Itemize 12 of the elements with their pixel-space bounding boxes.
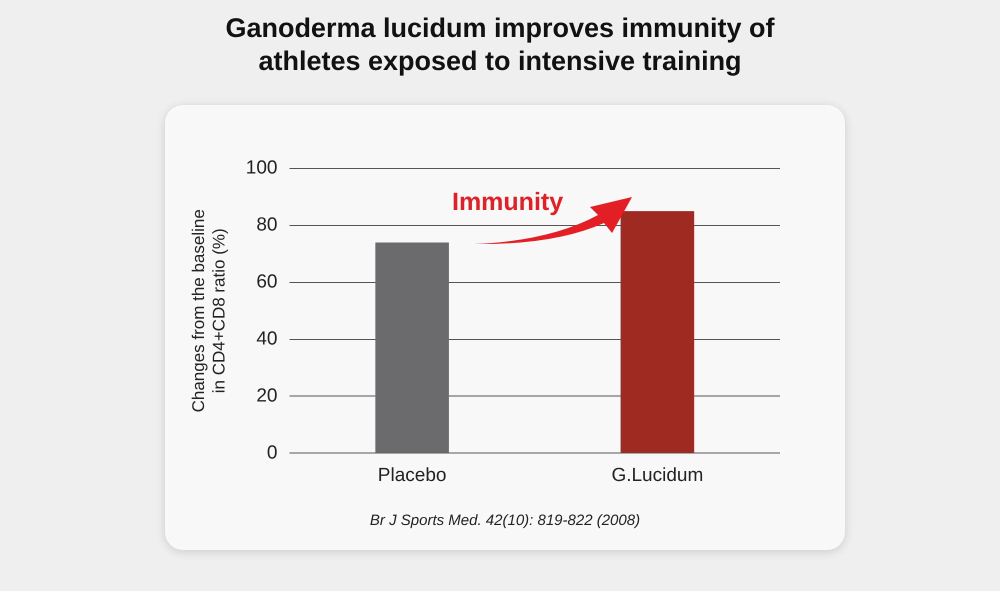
y-axis-title: Changes from the baseline in CD4+CD8 ratio (%) — [188, 209, 228, 412]
x-tick-label: Placebo — [378, 464, 446, 486]
annotation: Immunity — [452, 188, 564, 217]
y-tick-label: 100 — [246, 158, 278, 179]
y-tick-label: 20 — [256, 385, 278, 406]
y-tick-label: 40 — [256, 328, 278, 350]
x-tick-label: G.Lucidum — [611, 464, 704, 486]
text: Br J Sports Med. 42(10): 819-822 (2008) — [368, 512, 642, 529]
chart-title: Ganoderma lucidum improves immunity of athletes exposed to intensive training — [224, 12, 776, 78]
y-tick-label: 60 — [256, 272, 278, 293]
y-tick-label: 0 — [266, 442, 278, 464]
y-tick-label: 80 — [256, 214, 278, 236]
